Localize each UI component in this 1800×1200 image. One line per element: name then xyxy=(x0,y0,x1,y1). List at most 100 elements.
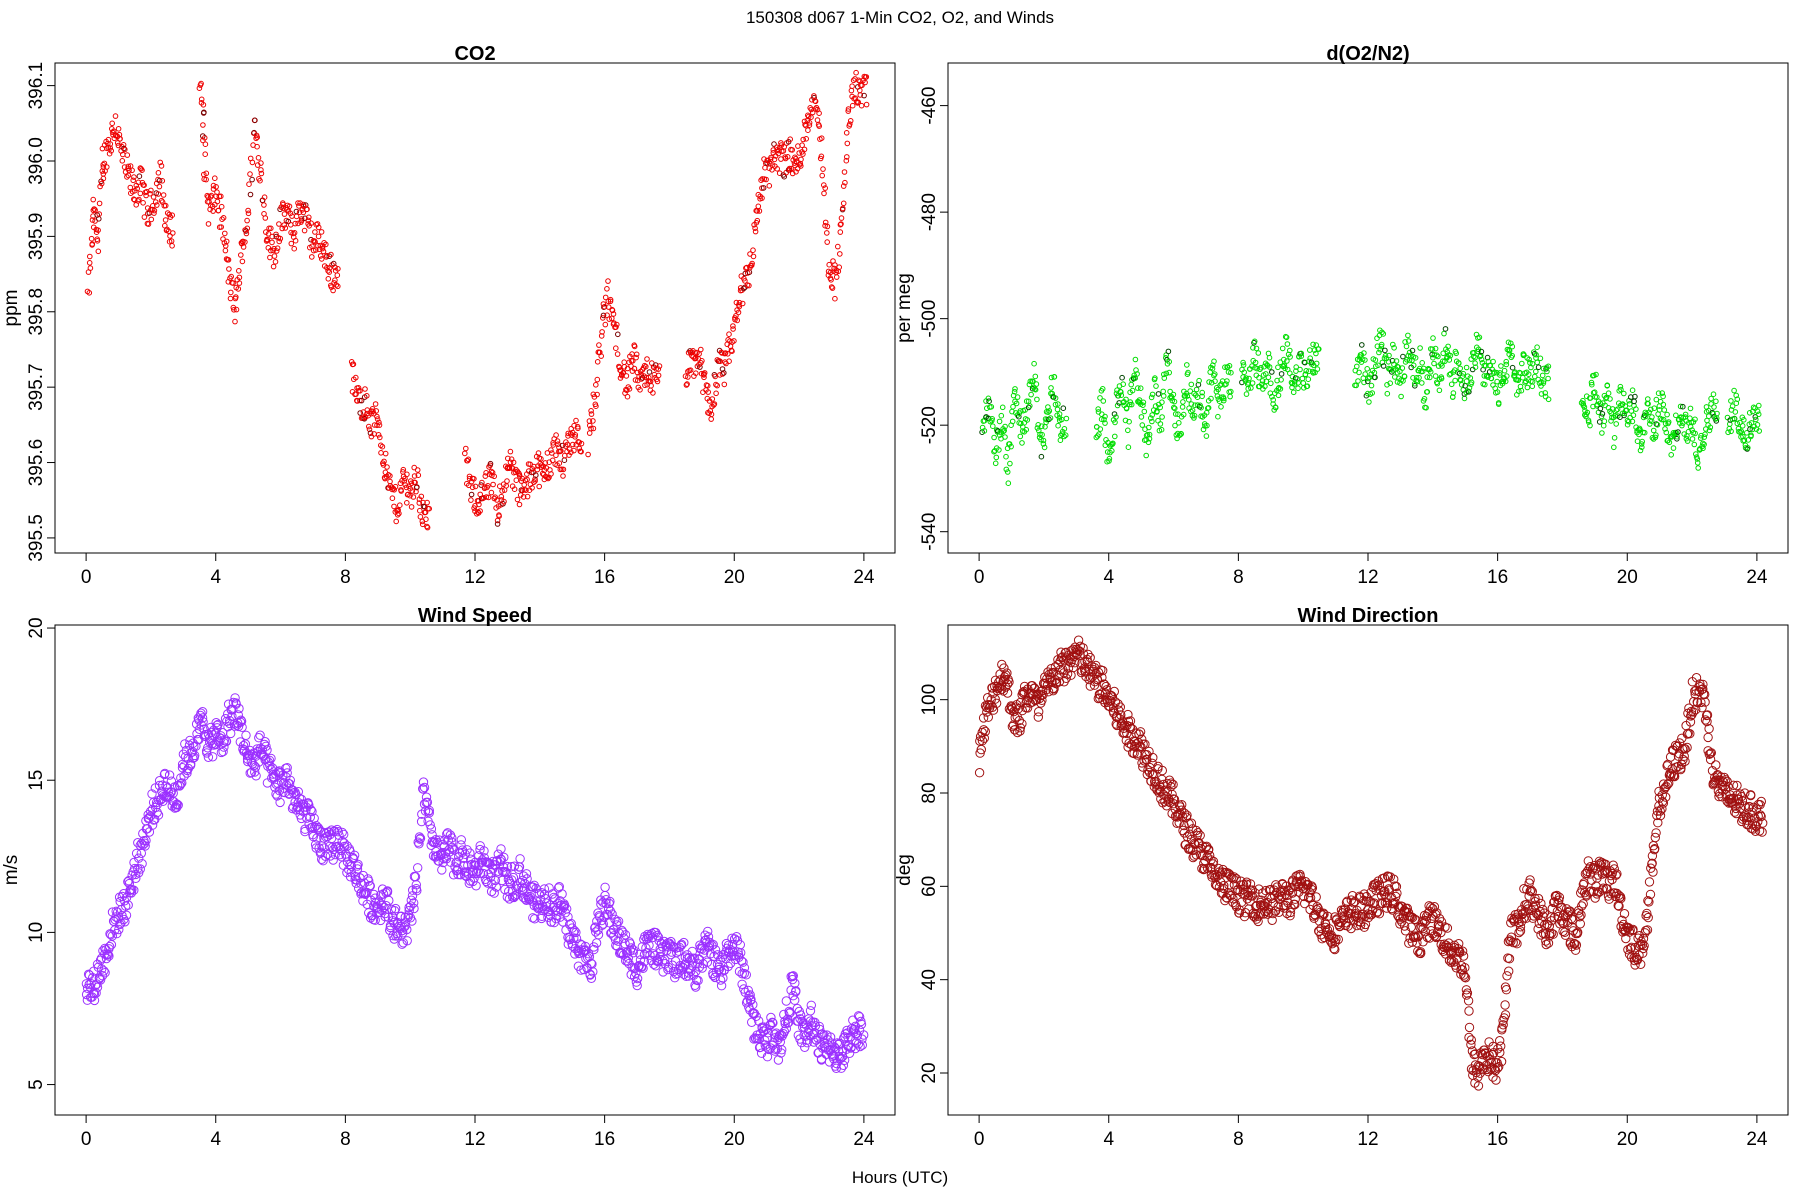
data-point xyxy=(787,136,794,142)
data-point xyxy=(1333,934,1344,945)
data-point xyxy=(306,214,312,221)
data-point xyxy=(124,174,130,180)
data-point xyxy=(411,880,421,890)
data-point xyxy=(570,441,576,448)
data-point xyxy=(1265,374,1272,381)
data-point xyxy=(1705,754,1716,765)
data-point xyxy=(129,885,139,895)
data-point xyxy=(477,855,487,865)
data-point xyxy=(1629,387,1636,394)
data-point xyxy=(857,1034,867,1044)
data-point xyxy=(265,231,272,237)
data-point xyxy=(1573,905,1584,916)
data-point xyxy=(536,483,543,490)
data-point xyxy=(771,156,778,163)
data-point xyxy=(1676,759,1687,770)
data-point xyxy=(590,425,597,432)
data-point xyxy=(1348,898,1359,908)
data-point xyxy=(1196,843,1206,854)
data-point xyxy=(1660,393,1666,400)
data-point xyxy=(310,840,321,850)
data-point xyxy=(845,108,852,114)
data-point xyxy=(1239,379,1245,386)
data-point xyxy=(1731,387,1737,394)
data-point xyxy=(1098,665,1108,676)
data-point xyxy=(333,827,343,837)
data-point xyxy=(674,946,684,956)
data-point xyxy=(986,700,996,710)
data-point xyxy=(1330,944,1340,955)
data-point xyxy=(208,752,218,762)
data-point xyxy=(630,358,636,364)
data-point xyxy=(827,269,834,276)
data-point xyxy=(265,760,275,770)
data-point xyxy=(411,473,418,479)
data-point xyxy=(1494,1062,1504,1072)
data-point xyxy=(783,1018,793,1028)
data-point xyxy=(258,160,264,166)
data-point xyxy=(358,397,365,404)
data-point xyxy=(1543,938,1554,948)
data-point xyxy=(1485,374,1491,380)
data-point xyxy=(447,842,457,853)
data-point xyxy=(784,1008,795,1018)
data-point xyxy=(197,707,208,717)
data-point xyxy=(1530,900,1541,910)
data-point xyxy=(1407,937,1418,947)
data-point xyxy=(1570,939,1580,949)
data-point xyxy=(1038,436,1044,443)
data-point xyxy=(1097,672,1107,683)
data-point xyxy=(538,456,544,462)
data-point xyxy=(214,189,220,195)
data-point xyxy=(1600,422,1607,429)
data-point xyxy=(1617,915,1627,925)
data-point xyxy=(682,373,689,380)
data-point xyxy=(367,430,374,436)
data-point xyxy=(1231,873,1241,884)
y-tick-label: 100 xyxy=(919,684,940,716)
data-point xyxy=(1123,405,1130,411)
data-point xyxy=(318,256,325,262)
data-point xyxy=(314,824,324,834)
data-point xyxy=(1205,405,1212,411)
data-point xyxy=(1506,936,1516,946)
data-point xyxy=(832,295,838,302)
x-tick-label: 16 xyxy=(1487,1129,1508,1150)
x-tick-label: 4 xyxy=(210,567,221,588)
data-point xyxy=(1685,729,1695,739)
data-point xyxy=(148,187,154,194)
data-point xyxy=(783,1014,793,1024)
data-point xyxy=(1006,441,1013,447)
data-point xyxy=(1082,654,1092,665)
data-point xyxy=(1371,879,1381,889)
data-point xyxy=(382,450,389,457)
data-point xyxy=(364,393,370,399)
data-point xyxy=(1747,426,1753,433)
data-point xyxy=(646,369,653,375)
data-point xyxy=(148,216,155,223)
data-point xyxy=(1272,404,1279,411)
data-point xyxy=(471,476,477,482)
data-point xyxy=(729,934,740,944)
data-point xyxy=(1263,371,1269,377)
data-point xyxy=(424,524,431,531)
data-point xyxy=(1614,406,1621,413)
data-point xyxy=(605,896,615,907)
data-point xyxy=(1191,412,1198,419)
data-point xyxy=(1096,431,1102,438)
data-point xyxy=(1127,401,1133,408)
data-point xyxy=(475,868,486,879)
data-point xyxy=(1457,965,1468,975)
data-point xyxy=(334,830,344,840)
data-point xyxy=(1708,401,1714,407)
data-point xyxy=(1589,381,1595,388)
data-point xyxy=(1409,347,1416,354)
data-point xyxy=(556,460,563,467)
data-point xyxy=(1040,441,1047,447)
data-point xyxy=(1010,725,1020,735)
data-point xyxy=(1537,355,1544,362)
data-point xyxy=(1713,418,1720,424)
data-point xyxy=(701,937,712,947)
data-point xyxy=(1228,369,1234,376)
data-point xyxy=(656,946,666,957)
